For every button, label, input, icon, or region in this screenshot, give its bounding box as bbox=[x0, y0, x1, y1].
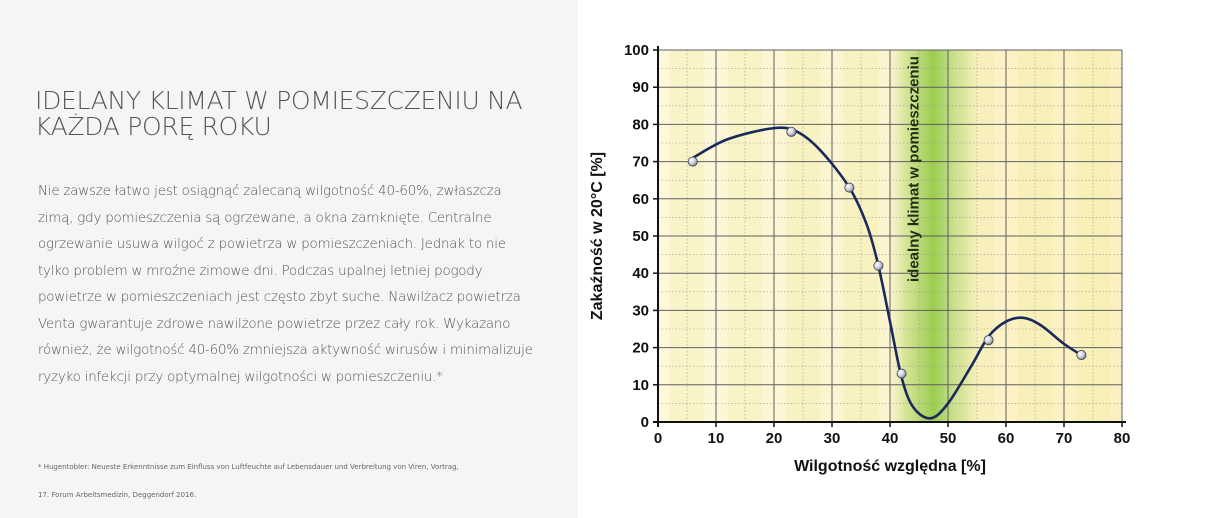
y-tick-label: 40 bbox=[632, 265, 649, 282]
band-annotation: idealny klimat w pomieszczeniu bbox=[906, 56, 923, 282]
x-tick-label: 80 bbox=[1114, 430, 1131, 447]
data-point bbox=[1076, 350, 1087, 361]
body-paragraph: Nie zawsze łatwo jest osiągnąć zalecaną … bbox=[38, 184, 533, 385]
y-tick-label: 90 bbox=[632, 79, 649, 96]
x-axis-label: Wilgotność względna [%] bbox=[794, 458, 986, 475]
footnote-line-2: 17. Forum Arbeitsmedizin, Deggendorf 201… bbox=[38, 491, 197, 499]
y-axis-label: Zakaźność w 20°C [%] bbox=[589, 152, 606, 320]
x-tick-label: 40 bbox=[882, 430, 899, 447]
data-point bbox=[896, 368, 907, 379]
x-tick-label: 20 bbox=[766, 430, 783, 447]
humidity-chart: 0 10 20 30 40 50 60 70 80 0 10 20 30 40 50 60 70 80 90 100 W… bbox=[585, 30, 1165, 490]
y-tick-label: 70 bbox=[632, 154, 649, 171]
x-tick-label: 0 bbox=[654, 430, 662, 447]
x-tick-label: 60 bbox=[998, 430, 1015, 447]
y-tick-label: 50 bbox=[632, 228, 649, 245]
left-panel: IDELANY KLIMAT W POMIESZCZENIU NA KAŻDA … bbox=[0, 0, 578, 518]
x-tick-label: 70 bbox=[1056, 430, 1073, 447]
y-tick-label: 10 bbox=[632, 377, 649, 394]
y-tick-label: 0 bbox=[641, 414, 649, 431]
y-tick-label: 100 bbox=[624, 42, 649, 59]
y-tick-label: 30 bbox=[632, 302, 649, 319]
infectivity-curve bbox=[691, 126, 1083, 420]
data-point bbox=[873, 260, 884, 271]
chart-svg: 0 10 20 30 40 50 60 70 80 0 10 20 30 40 50 60 70 80 90 100 W… bbox=[589, 42, 1131, 475]
y-tick-label: 60 bbox=[632, 191, 649, 208]
page-title: IDELANY KLIMAT W POMIESZCZENIU NA KAŻDA … bbox=[35, 86, 523, 141]
data-point bbox=[786, 126, 797, 137]
y-tick-label: 80 bbox=[632, 116, 649, 133]
x-tick-label: 50 bbox=[940, 430, 957, 447]
footnote-line-1: * Hugentobler: Neueste Erkenntnisse zum … bbox=[38, 463, 459, 471]
data-point bbox=[844, 182, 855, 193]
x-tick-label: 10 bbox=[708, 430, 725, 447]
y-tick-label: 20 bbox=[632, 340, 649, 357]
data-point bbox=[687, 156, 698, 167]
data-point bbox=[983, 335, 994, 346]
x-tick-label: 30 bbox=[824, 430, 841, 447]
